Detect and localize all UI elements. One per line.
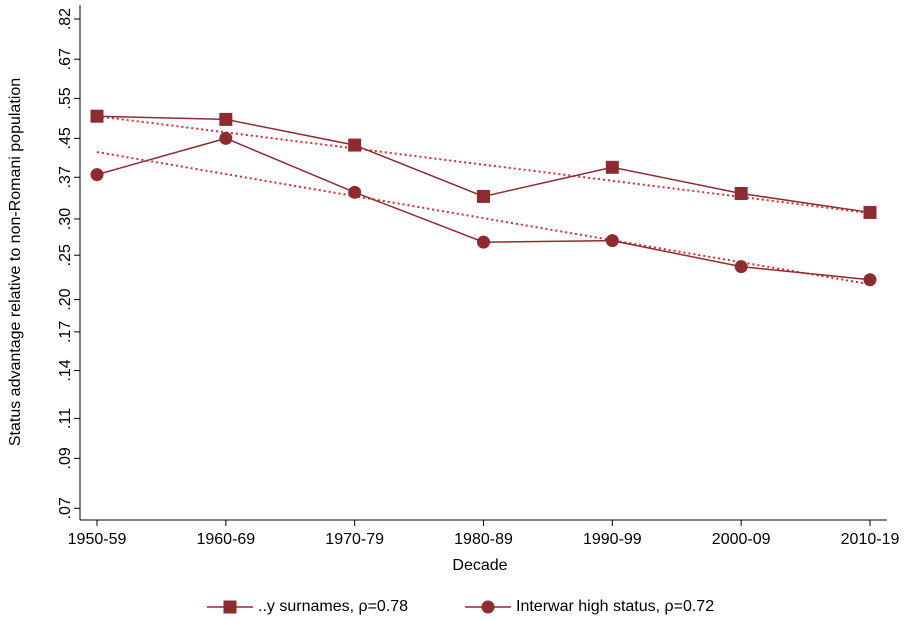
- y-tick-label: .17: [57, 321, 74, 343]
- legend-marker: [481, 600, 495, 614]
- y-tick-label: .30: [57, 208, 74, 230]
- x-tick-label: 1950-59: [68, 531, 127, 548]
- x-axis-title: Decade: [452, 557, 507, 574]
- y-tick-label: .45: [57, 127, 74, 149]
- x-tick-label: 2000-09: [712, 531, 771, 548]
- data-point: [348, 138, 362, 152]
- data-point: [863, 273, 877, 287]
- y-tick-label: .09: [57, 447, 74, 469]
- data-point: [219, 131, 233, 145]
- data-point: [477, 189, 490, 203]
- x-tick-label: 1990-99: [583, 531, 642, 548]
- y-tick-label: .82: [57, 8, 74, 30]
- legend-label: ..y surnames, ρ=0.78: [258, 598, 408, 615]
- y-tick-label: .67: [57, 48, 74, 70]
- x-tick-label: 2010-19: [841, 531, 900, 548]
- y-tick-label: .11: [57, 408, 74, 429]
- legend-marker: [223, 600, 237, 614]
- x-tick-label: 1970-79: [325, 531, 384, 548]
- y-tick-label: .37: [57, 166, 74, 188]
- x-tick-label: 1980-89: [454, 531, 513, 548]
- data-point: [734, 260, 748, 274]
- y-tick-label: .20: [57, 288, 74, 310]
- legend-label: Interwar high status, ρ=0.72: [516, 598, 714, 615]
- data-point: [734, 186, 748, 200]
- y-tick-label: .25: [57, 244, 74, 266]
- y-tick-label: .07: [57, 497, 74, 519]
- data-point: [219, 112, 233, 126]
- data-point: [90, 109, 104, 123]
- data-point: [863, 205, 877, 219]
- data-point: [605, 234, 619, 248]
- data-point: [348, 185, 362, 199]
- x-tick-label: 1960-69: [196, 531, 255, 548]
- y-tick-label: .55: [57, 87, 74, 109]
- trend-line: [96, 151, 871, 286]
- y-tick-label: .14: [57, 359, 74, 381]
- y-axis-title: Status advantage relative to non-Romani …: [7, 78, 24, 446]
- data-point: [477, 235, 490, 249]
- data-point: [90, 168, 104, 182]
- data-point: [605, 160, 619, 174]
- series-line: [96, 137, 871, 281]
